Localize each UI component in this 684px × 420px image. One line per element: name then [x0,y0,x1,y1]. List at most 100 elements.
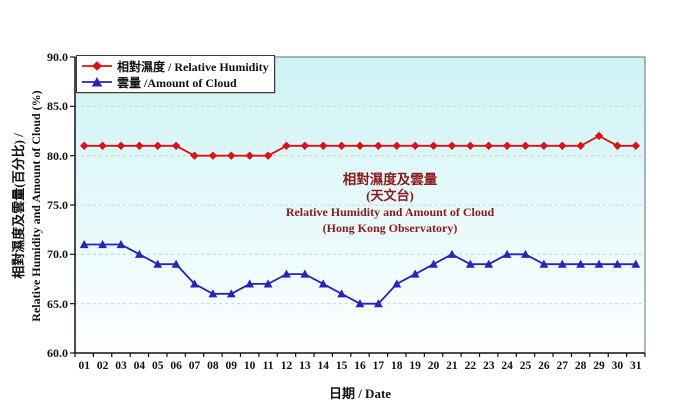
legend-item-humidity: 相對濕度 / Relative Humidity [82,58,270,74]
data-point-humidity [319,141,328,150]
data-point-humidity [153,141,162,150]
data-point-cloud [392,279,402,288]
data-point-humidity [447,141,457,150]
data-point-cloud [226,289,236,298]
x-tick-label: 07 [188,360,201,372]
x-tick-label: 26 [538,360,550,372]
data-point-cloud [190,279,199,288]
data-point-cloud [447,249,457,258]
data-point-humidity [539,141,549,150]
data-point-humidity [521,141,530,150]
data-point-cloud [153,259,163,268]
data-point-cloud [79,239,89,249]
x-tick-label: 14 [317,360,329,372]
data-point-cloud [337,289,347,298]
legend-label-humidity: 相對濕度 / Relative Humidity [117,59,269,74]
data-point-humidity [594,131,604,141]
data-point-humidity [282,141,291,150]
chart-title-english-sub: (Hong Kong Observatory) [322,221,458,235]
data-point-cloud [465,259,475,268]
y-tick-label: 90.0 [47,50,68,64]
data-point-humidity [245,151,254,160]
legend-item-cloud: 雲量 /Amount of Cloud [82,74,270,90]
x-tick-label: 31 [630,360,642,372]
data-point-cloud [373,299,383,308]
data-point-humidity [171,141,181,150]
data-point-cloud [484,259,494,268]
data-point-humidity [392,141,401,150]
chart-title-chinese-sub: (天文台) [366,188,414,203]
x-tick-label: 28 [574,360,587,372]
data-point-humidity [190,151,199,160]
x-tick-label: 01 [78,360,90,372]
chart-title-chinese: 相對濕度及雲量 [342,172,438,187]
chart-title-annotation: 相對濕度及雲量 (天文台) Relative Humidity and Amou… [248,171,532,236]
data-point-humidity [410,141,420,150]
x-tick-label: 29 [593,360,605,372]
data-point-humidity [631,141,641,150]
y-tick-label: 65.0 [47,296,68,311]
data-point-cloud [631,259,641,268]
data-point-humidity [263,151,273,160]
x-tick-label: 17 [372,360,385,372]
x-tick-label: 05 [151,360,164,372]
x-tick-label: 15 [335,360,348,372]
y-tick-label: 60.0 [47,346,68,360]
data-point-humidity [355,141,365,150]
y-tick-label: 75.0 [47,198,68,212]
data-point-humidity [613,141,622,150]
x-tick-label: 06 [170,360,182,372]
y-tick-label: 80.0 [47,148,68,163]
data-point-humidity [98,141,107,150]
data-point-humidity [576,141,585,150]
data-point-humidity [337,141,346,150]
data-point-humidity [374,141,383,150]
data-point-humidity [208,151,218,160]
x-tick-label: 19 [409,360,421,372]
x-tick-label: 24 [501,360,513,372]
x-tick-label: 22 [464,360,477,372]
x-tick-label: 30 [611,360,624,372]
data-point-cloud [245,279,255,288]
data-point-humidity [502,141,512,150]
data-point-cloud [263,279,273,288]
data-point-cloud [594,259,604,268]
data-point-cloud [355,299,365,308]
x-tick-label: 23 [482,360,495,372]
y-axis-title: 相對濕度及雲量(百分比) / Relative Humidity and Amo… [10,35,46,377]
y-tick-label: 85.0 [47,99,68,114]
x-tick-label: 12 [280,360,293,372]
cloud-series-marker-icon [82,77,112,87]
x-tick-label: 13 [299,360,311,372]
legend: 相對濕度 / Relative Humidity 雲量 /Amount of C… [76,55,275,93]
y-axis-title-line2: Relative Humidity and Amount of Cloud (%… [29,90,43,322]
data-point-humidity [79,141,89,150]
x-axis-title: 日期 / Date [328,386,392,401]
data-point-cloud [557,259,567,268]
data-point-cloud [410,269,420,278]
data-point-cloud [576,259,586,268]
data-point-cloud [300,269,310,278]
x-tick-label: 04 [133,360,146,372]
data-point-cloud [429,259,438,268]
data-point-cloud [613,259,622,268]
x-tick-label: 02 [96,360,109,372]
chart-title-english: Relative Humidity and Amount of Cloud [285,205,495,219]
data-point-humidity [484,141,493,150]
x-tick-label: 03 [115,360,127,372]
data-point-humidity [300,141,310,150]
x-tick-label: 21 [446,360,458,372]
x-tick-label: 09 [225,360,238,372]
data-point-cloud [208,289,218,298]
x-tick-label: 11 [262,360,274,372]
data-point-humidity [429,141,438,150]
data-point-cloud [318,279,328,288]
humidity-series-marker-icon [82,61,112,71]
y-axis-title-line1: 相對濕度及雲量(百分比) / [11,133,26,279]
x-tick-label: 08 [207,360,219,372]
data-point-cloud [539,259,549,268]
data-point-cloud [502,249,512,258]
x-tick-label: 16 [354,360,366,372]
